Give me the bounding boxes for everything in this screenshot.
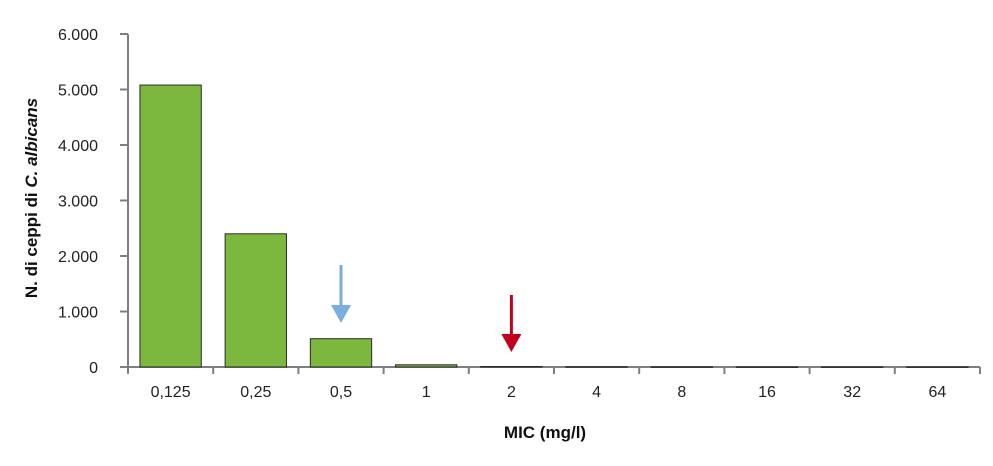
- x-axis: 0,125 0,25 0,5 1 2 4 8 16 32 64: [127, 366, 981, 401]
- x-axis-title: MIC (mg/l): [504, 423, 586, 442]
- annotations: [331, 265, 522, 352]
- x-tick-label: 8: [677, 384, 686, 401]
- y-axis-title-prefix: N. di ceppi di: [22, 188, 41, 299]
- bar: [821, 366, 884, 368]
- bar: [906, 366, 969, 368]
- x-tick-label: 0,125: [151, 384, 191, 401]
- annotation-arrow-head: [331, 305, 351, 323]
- y-axis-title: N. di ceppi di C. albicans: [22, 98, 41, 298]
- y-tick-label: 4.000: [58, 138, 98, 155]
- annotation-arrow: [501, 295, 522, 352]
- bar: [395, 364, 458, 368]
- y-tick-label: 1.000: [58, 305, 98, 322]
- bar: [309, 338, 373, 368]
- x-tick-label: 16: [758, 384, 776, 401]
- bar: [224, 233, 287, 368]
- bars: [139, 84, 969, 368]
- annotation-arrow-head: [501, 334, 522, 352]
- bar: [565, 366, 628, 368]
- x-tick-label: 32: [843, 384, 861, 401]
- y-tick-label: 2.000: [58, 249, 98, 266]
- x-tick-label: 1: [422, 384, 431, 401]
- bar: [139, 84, 202, 368]
- bar: [735, 366, 799, 368]
- y-axis: 0 1.000 2.000 3.000 4.000 5.000 6.000: [58, 27, 129, 377]
- y-tick-label: 3.000: [58, 194, 98, 211]
- annotation-arrow: [331, 265, 351, 323]
- x-tick-label: 2: [507, 384, 516, 401]
- x-tick-label: 64: [929, 384, 947, 401]
- bar: [650, 366, 713, 368]
- bar: [480, 366, 543, 368]
- y-axis-title-italic: C. albicans: [22, 98, 41, 188]
- x-tick-label: 0,5: [330, 384, 352, 401]
- y-tick-label: 0: [89, 360, 98, 377]
- y-tick-label: 5.000: [58, 83, 98, 100]
- x-tick-label: 4: [592, 384, 601, 401]
- y-tick-label: 6.000: [58, 27, 98, 44]
- x-tick-label: 0,25: [240, 384, 271, 401]
